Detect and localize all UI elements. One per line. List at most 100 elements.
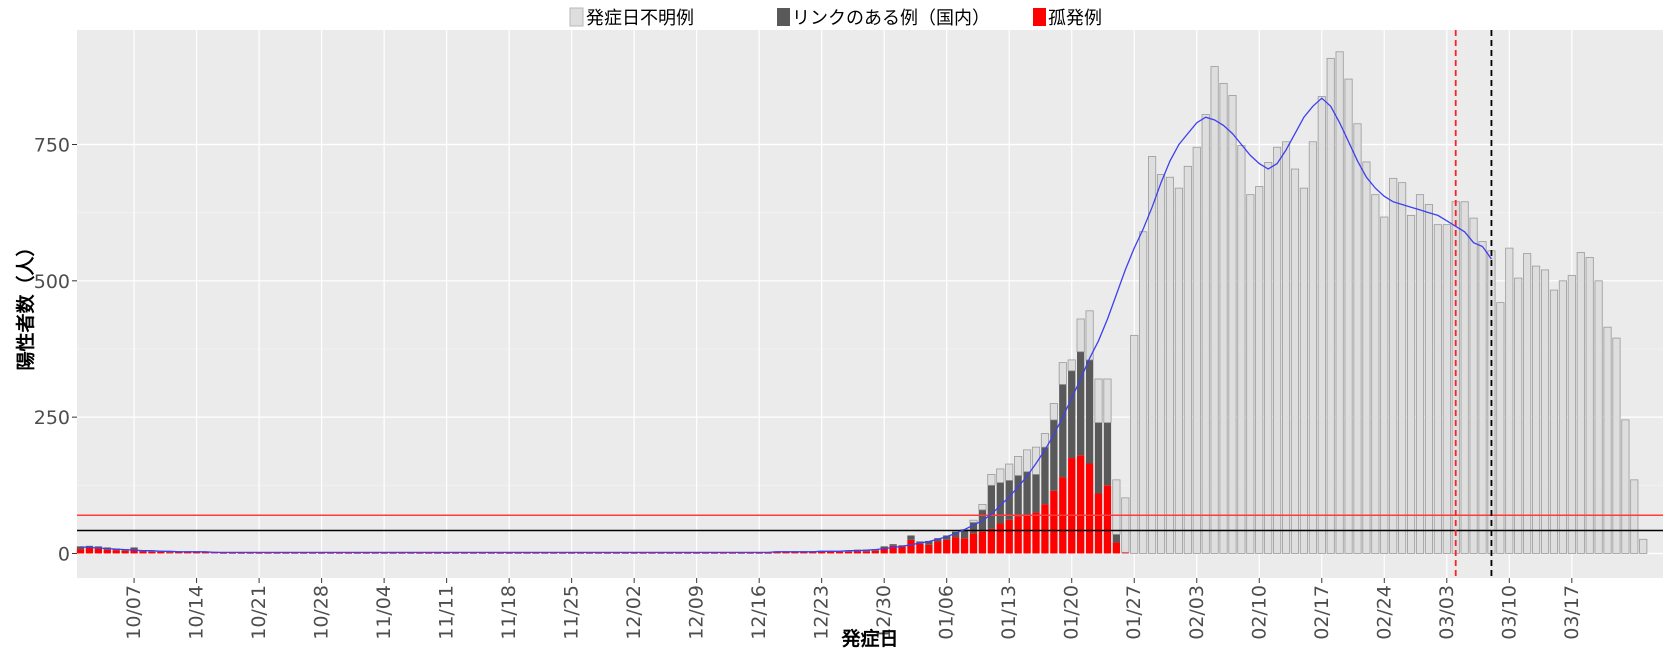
- bar-sporadic: [728, 552, 737, 554]
- bar-unknown: [1335, 51, 1344, 554]
- bar-unknown: [1424, 204, 1433, 554]
- bar-unknown: [1460, 201, 1469, 554]
- bar-unknown: [1023, 449, 1032, 473]
- bar-linked: [1005, 480, 1013, 520]
- x-axis-title: 発症日: [840, 627, 898, 650]
- bar-sporadic: [505, 552, 513, 554]
- bar-sporadic: [675, 552, 683, 554]
- bar-unknown: [1156, 174, 1166, 554]
- bar-sporadic: [576, 552, 585, 554]
- bar-sporadic: [907, 539, 915, 554]
- bar-linked: [1085, 359, 1094, 464]
- bar-unknown: [1612, 337, 1621, 554]
- x-tick-label: 01/27: [1123, 585, 1145, 640]
- y-tick-label: 0: [58, 543, 70, 565]
- x-tick-label: 10/14: [186, 585, 208, 640]
- bar-sporadic: [684, 552, 692, 554]
- bar-unknown: [1049, 403, 1058, 421]
- x-tick-label: 10/28: [311, 585, 333, 640]
- bar-unknown: [1183, 165, 1192, 554]
- bar-unknown: [1407, 214, 1416, 554]
- bar-sporadic: [630, 552, 638, 554]
- bar-sporadic: [344, 552, 353, 554]
- bar-unknown: [1389, 177, 1398, 554]
- bar-unknown: [1192, 146, 1201, 554]
- bar-sporadic: [317, 552, 326, 554]
- bar-linked: [1023, 471, 1031, 516]
- bar-sporadic: [835, 551, 844, 554]
- bar-sporadic: [1121, 552, 1129, 554]
- bar-sporadic: [1068, 458, 1076, 554]
- bar-linked: [1032, 474, 1040, 513]
- bar-sporadic: [791, 552, 799, 554]
- bar-linked: [943, 535, 951, 540]
- bar-unknown: [1532, 265, 1541, 554]
- bar-unknown: [1121, 497, 1130, 553]
- y-tick-label: 500: [34, 271, 70, 293]
- bar-unknown: [1165, 176, 1175, 554]
- bar-sporadic: [121, 550, 129, 554]
- bar-unknown: [1219, 83, 1228, 554]
- bar-sporadic: [532, 552, 540, 554]
- x-tick-label: 03/03: [1436, 585, 1458, 640]
- legend-swatch-unknown: [569, 7, 584, 27]
- bar-linked: [1112, 534, 1121, 543]
- bar-sporadic: [1103, 485, 1112, 554]
- bar-unknown: [1433, 224, 1442, 554]
- bar-unknown: [1514, 277, 1523, 554]
- bar-unknown: [1639, 538, 1648, 554]
- bar-unknown: [1246, 194, 1255, 554]
- bar-sporadic: [442, 552, 451, 554]
- bar-sporadic: [934, 541, 942, 554]
- bar-unknown: [1282, 141, 1291, 554]
- bar-unknown: [1139, 231, 1148, 554]
- bar-sporadic: [264, 552, 272, 554]
- bar-sporadic: [594, 552, 603, 554]
- bar-unknown: [1308, 141, 1317, 554]
- bar-sporadic: [460, 552, 469, 554]
- bar-unknown: [1005, 463, 1014, 481]
- x-tick-label: 10/07: [123, 585, 145, 640]
- x-tick-label: 02/10: [1248, 585, 1270, 640]
- bar-sporadic: [85, 548, 94, 554]
- bar-unknown: [969, 519, 978, 523]
- bar-sporadic: [407, 552, 415, 554]
- x-tick-label: 02/24: [1373, 585, 1395, 640]
- bar-linked: [1103, 422, 1112, 486]
- bar-sporadic: [951, 537, 960, 554]
- bar-sporadic: [335, 552, 344, 554]
- bar-linked: [907, 535, 915, 540]
- y-axis: 0 250 500 750: [34, 135, 77, 565]
- bar-unknown: [1210, 66, 1219, 554]
- bar-sporadic: [237, 552, 245, 554]
- bar-sporadic: [612, 552, 620, 554]
- legend-label-linked: リンクのある例（国内）: [792, 8, 990, 29]
- x-tick-label: 11/04: [373, 585, 395, 640]
- bar-sporadic: [157, 551, 165, 554]
- bar-sporadic: [487, 552, 495, 554]
- bar-sporadic: [273, 552, 281, 554]
- bar-sporadic: [639, 552, 647, 554]
- bar-sporadic: [621, 552, 629, 554]
- x-tick-label: 03/17: [1561, 585, 1583, 640]
- bar-sporadic: [898, 546, 906, 554]
- bar-sporadic: [568, 552, 576, 554]
- bar-sporadic: [326, 552, 335, 554]
- bar-linked: [951, 531, 960, 538]
- bar-sporadic: [826, 551, 835, 554]
- bar-sporadic: [648, 552, 656, 554]
- legend-swatch-sporadic: [1033, 8, 1046, 26]
- reference-lines: [77, 30, 1663, 578]
- bar-sporadic: [969, 533, 978, 554]
- bar-unknown: [1174, 187, 1183, 554]
- bar-sporadic: [514, 552, 522, 554]
- bar-unknown: [1031, 446, 1041, 475]
- bar-unknown: [1058, 362, 1067, 385]
- bar-sporadic: [353, 552, 361, 554]
- x-tick-label: 01/20: [1061, 585, 1083, 640]
- bar-unknown: [1371, 194, 1380, 554]
- bar-unknown: [1148, 156, 1157, 554]
- bar-sporadic: [996, 523, 1004, 554]
- bar-sporadic: [255, 552, 263, 554]
